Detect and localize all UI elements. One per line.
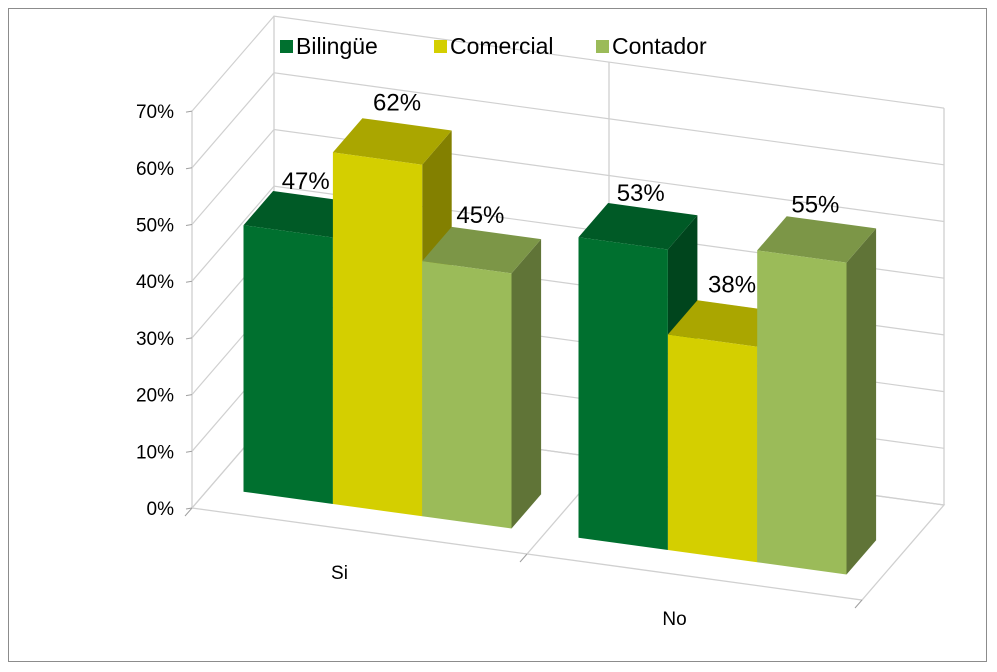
- y-tick-mark: [185, 280, 193, 283]
- bar-top-face: [757, 216, 877, 263]
- bar-front-face: [243, 225, 333, 504]
- x-axis-category-labels: Si No: [331, 563, 687, 630]
- x-tick-mark: [519, 553, 528, 563]
- bar-top-face: [578, 203, 698, 250]
- legend-label: Bilingüe: [296, 33, 378, 59]
- data-label: 47%: [282, 168, 330, 195]
- y-tick-mark: [185, 394, 193, 397]
- x-tick-mark: [854, 599, 863, 609]
- y-tick-label: 40%: [136, 272, 174, 293]
- bar-side-face: [846, 228, 877, 575]
- bars: [243, 118, 877, 575]
- bar-top-face: [422, 226, 542, 274]
- data-labels: 47% 62% 45% 53% 38% 55%: [282, 89, 840, 298]
- legend-item: Comercial: [434, 33, 554, 59]
- y-tick-label: 20%: [136, 386, 174, 407]
- y-tick-label: 10%: [136, 442, 174, 463]
- data-label: 38%: [708, 271, 756, 298]
- y-tick-label: 70%: [136, 102, 174, 123]
- gridline: [191, 128, 945, 225]
- bar-front-face: [757, 250, 847, 575]
- data-label: 45%: [456, 202, 504, 229]
- y-axis-tick-labels: 0% 10% 20% 30% 40% 50% 60% 70%: [136, 102, 174, 520]
- legend-item: Bilingüe: [280, 33, 378, 59]
- y-tick-mark: [185, 224, 193, 226]
- data-label: 62%: [373, 89, 421, 116]
- legend: Bilingüe Comercial Contador: [280, 33, 707, 59]
- y-tick-label: 50%: [136, 216, 174, 237]
- legend-item: Contador: [596, 33, 707, 59]
- gridline: [191, 15, 945, 112]
- data-label: 55%: [791, 191, 839, 218]
- y-tick-mark: [185, 507, 193, 510]
- legend-label: Contador: [612, 33, 707, 59]
- legend-swatch: [596, 40, 609, 53]
- x-tick-mark: [184, 507, 193, 517]
- gridline: [191, 72, 945, 169]
- bar-top-face: [332, 118, 452, 165]
- category-label: No: [662, 609, 686, 630]
- bar-side-face: [511, 239, 542, 529]
- y-tick-mark: [185, 450, 193, 453]
- bar-front-face: [422, 261, 512, 529]
- bar-front-face: [332, 152, 423, 517]
- y-tick-mark: [185, 337, 193, 340]
- gridline: [191, 185, 945, 282]
- legend-swatch: [280, 40, 293, 53]
- bar-si-contador: [422, 226, 542, 529]
- legend-swatch: [434, 40, 447, 53]
- legend-label: Comercial: [450, 33, 554, 59]
- y-tick-mark: [185, 167, 193, 170]
- bar-front-face: [578, 237, 668, 550]
- y-tick-mark: [185, 110, 193, 113]
- bar-no-contador: [757, 216, 877, 575]
- y-tick-label: 60%: [136, 159, 174, 180]
- category-label: Si: [331, 563, 348, 584]
- bar-front-face: [667, 334, 758, 563]
- y-tick-label: 30%: [136, 329, 174, 350]
- bar-top-face: [667, 300, 787, 347]
- bar-top-face: [243, 191, 363, 238]
- data-label: 53%: [617, 180, 665, 207]
- y-tick-label: 0%: [147, 499, 175, 520]
